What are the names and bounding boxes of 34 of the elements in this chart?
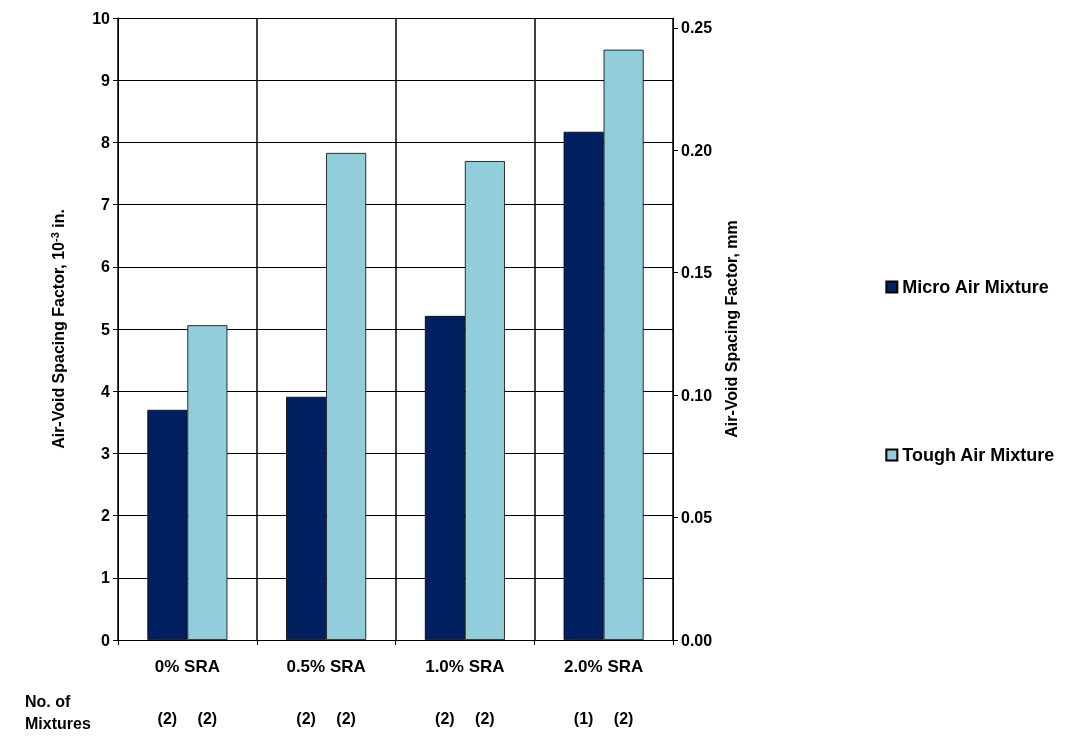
y-tick-label: 4 <box>101 382 111 400</box>
y-tick-label: 6 <box>101 258 111 276</box>
y-tick-label: 5 <box>101 320 111 338</box>
y2-tick-label: 0.25 <box>681 19 713 37</box>
legend-label: Micro Air Mixture <box>902 277 1049 297</box>
y-tick-label: 3 <box>101 444 111 462</box>
x-tick-label: 0.5% SRA <box>286 657 366 676</box>
y-tick-label: 2 <box>101 507 111 525</box>
text: (2) <box>613 709 634 727</box>
y-axis-title: Air-Void Spacing Factor, 10-3 in. <box>48 209 67 449</box>
text: (2) <box>197 709 218 727</box>
text: (2) <box>336 709 356 727</box>
y2-tick-label: 0.05 <box>681 509 713 527</box>
text: (1) <box>573 709 594 727</box>
legend-label: Tough Air Mixture <box>902 445 1055 465</box>
text: (2) <box>475 709 495 727</box>
y2-tick-label: 0.10 <box>681 386 713 404</box>
y-tick-label: 0 <box>101 631 111 649</box>
y2-axis-title: Air-Void Spacing Factor, mm <box>722 220 740 438</box>
y-tick-label: 8 <box>101 133 111 151</box>
text: (2) <box>435 709 455 727</box>
y2-tick-label: 0.15 <box>681 264 713 282</box>
x-tick-label: 1.0% SRA <box>425 657 505 676</box>
y-tick-label: 9 <box>101 71 111 89</box>
text: (2) <box>296 709 316 727</box>
y2-tick-label: 0.20 <box>681 141 713 159</box>
text: No. of Mixtures <box>25 692 91 732</box>
y-tick-label: 10 <box>92 9 111 27</box>
y-tick-label: 7 <box>101 196 111 214</box>
text: (2) <box>157 709 178 727</box>
x-tick-label: 0% SRA <box>154 657 220 676</box>
y2-tick-label: 0.00 <box>681 631 713 649</box>
y-tick-label: 1 <box>101 569 111 587</box>
x-tick-label: 2.0% SRA <box>563 657 644 676</box>
